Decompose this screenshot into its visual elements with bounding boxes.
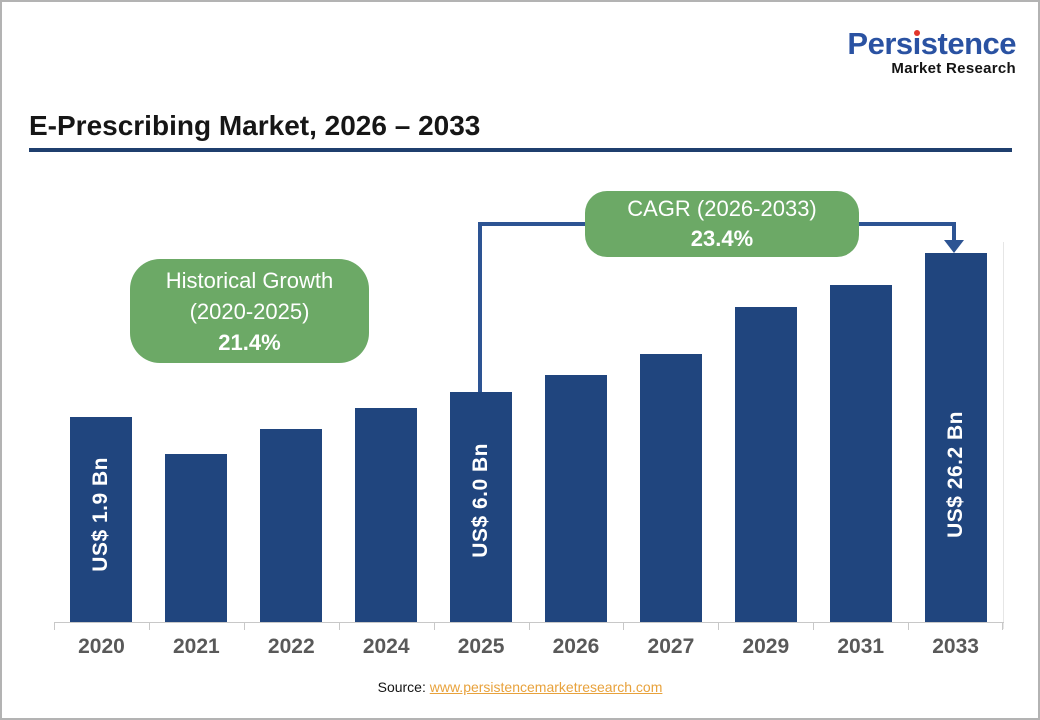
bar-chart-plot: US$ 1.9 Bn US$ 6.0 Bn US$ 26.2 Bn	[54, 242, 1003, 622]
source-label: Source:	[377, 679, 426, 695]
x-tick-label-2025: 2025	[433, 622, 529, 659]
bar-column-2024	[339, 242, 434, 622]
bar-column-2022	[244, 242, 339, 622]
historical-growth-callout: Historical Growth (2020-2025) 21.4%	[130, 259, 369, 363]
x-tick-label-2031: 2031	[813, 622, 908, 659]
bar-column-2029	[718, 242, 813, 622]
historical-growth-line2: (2020-2025)	[189, 299, 310, 324]
x-tick-label-2026: 2026	[528, 622, 624, 659]
bar-2026	[544, 375, 607, 622]
logo-subtitle: Market Research	[891, 60, 1016, 77]
plot-right-border	[1003, 242, 1004, 629]
x-tick-label-2029: 2029	[718, 622, 813, 659]
x-tick-label-2021: 2021	[148, 622, 244, 659]
bar-2031	[829, 285, 892, 622]
page-title: E-Prescribing Market, 2026 – 2033	[29, 110, 481, 141]
cagr-arrow-icon	[944, 240, 964, 253]
source-link[interactable]: www.persistencemarketresearch.com	[429, 679, 663, 695]
historical-growth-value: 21.4%	[218, 330, 281, 355]
cagr-connector-left-segment	[478, 224, 482, 392]
x-tick-label-2033: 2033	[908, 622, 1003, 659]
logo-brand-pre: Pers	[847, 26, 913, 61]
x-axis-line	[54, 622, 1004, 623]
title-underline	[29, 148, 1012, 152]
cagr-line1: CAGR (2026-2033)	[627, 196, 817, 221]
bar-column-2020: US$ 1.9 Bn	[54, 242, 149, 622]
bar-2022	[260, 429, 323, 622]
bar-2027	[639, 354, 702, 622]
historical-growth-line1: Historical Growth	[165, 268, 334, 293]
bar-column-2026	[529, 242, 624, 622]
bar-value-label-2033: US$ 26.2 Bn	[943, 411, 967, 538]
bar-column-2033: US$ 26.2 Bn	[908, 242, 1003, 622]
bar-2033: US$ 26.2 Bn	[924, 253, 987, 622]
bar-column-2031	[813, 242, 908, 622]
x-tick-label-2024: 2024	[338, 622, 434, 659]
x-axis-labels: 2020 2021 2022 2024 2025 2026 2027 2029 …	[54, 622, 1003, 659]
cagr-value: 23.4%	[690, 226, 754, 251]
bar-value-label-2020: US$ 1.9 Bn	[89, 457, 113, 572]
x-tick-label-2020: 2020	[54, 622, 149, 659]
bar-2020: US$ 1.9 Bn	[70, 417, 133, 622]
logo-i-dot-icon	[913, 30, 920, 36]
bar-2021	[165, 454, 228, 622]
cagr-connector-right-segment	[952, 222, 956, 242]
bar-column-2025: US$ 6.0 Bn	[434, 242, 529, 622]
bar-value-label-2025: US$ 6.0 Bn	[469, 443, 493, 558]
bar-2029	[734, 307, 797, 622]
logo-brand: Persı stence	[847, 28, 1016, 60]
logo-dotless-i: ı	[912, 26, 922, 61]
bar-column-2027	[623, 242, 718, 622]
x-tick-label-2022: 2022	[243, 622, 339, 659]
source-line: Source: www.persistencemarketresearch.co…	[2, 679, 1038, 695]
bar-2024	[355, 408, 418, 622]
logo: Persı stence Market Research	[847, 28, 1016, 78]
cagr-callout: CAGR (2026-2033) 23.4%	[585, 191, 859, 257]
bar-2025: US$ 6.0 Bn	[450, 392, 513, 622]
logo-brand-post: stence	[920, 26, 1017, 61]
logo-letter-i: ı	[912, 26, 922, 61]
bar-column-2021	[149, 242, 244, 622]
x-tick-label-2027: 2027	[623, 622, 718, 659]
